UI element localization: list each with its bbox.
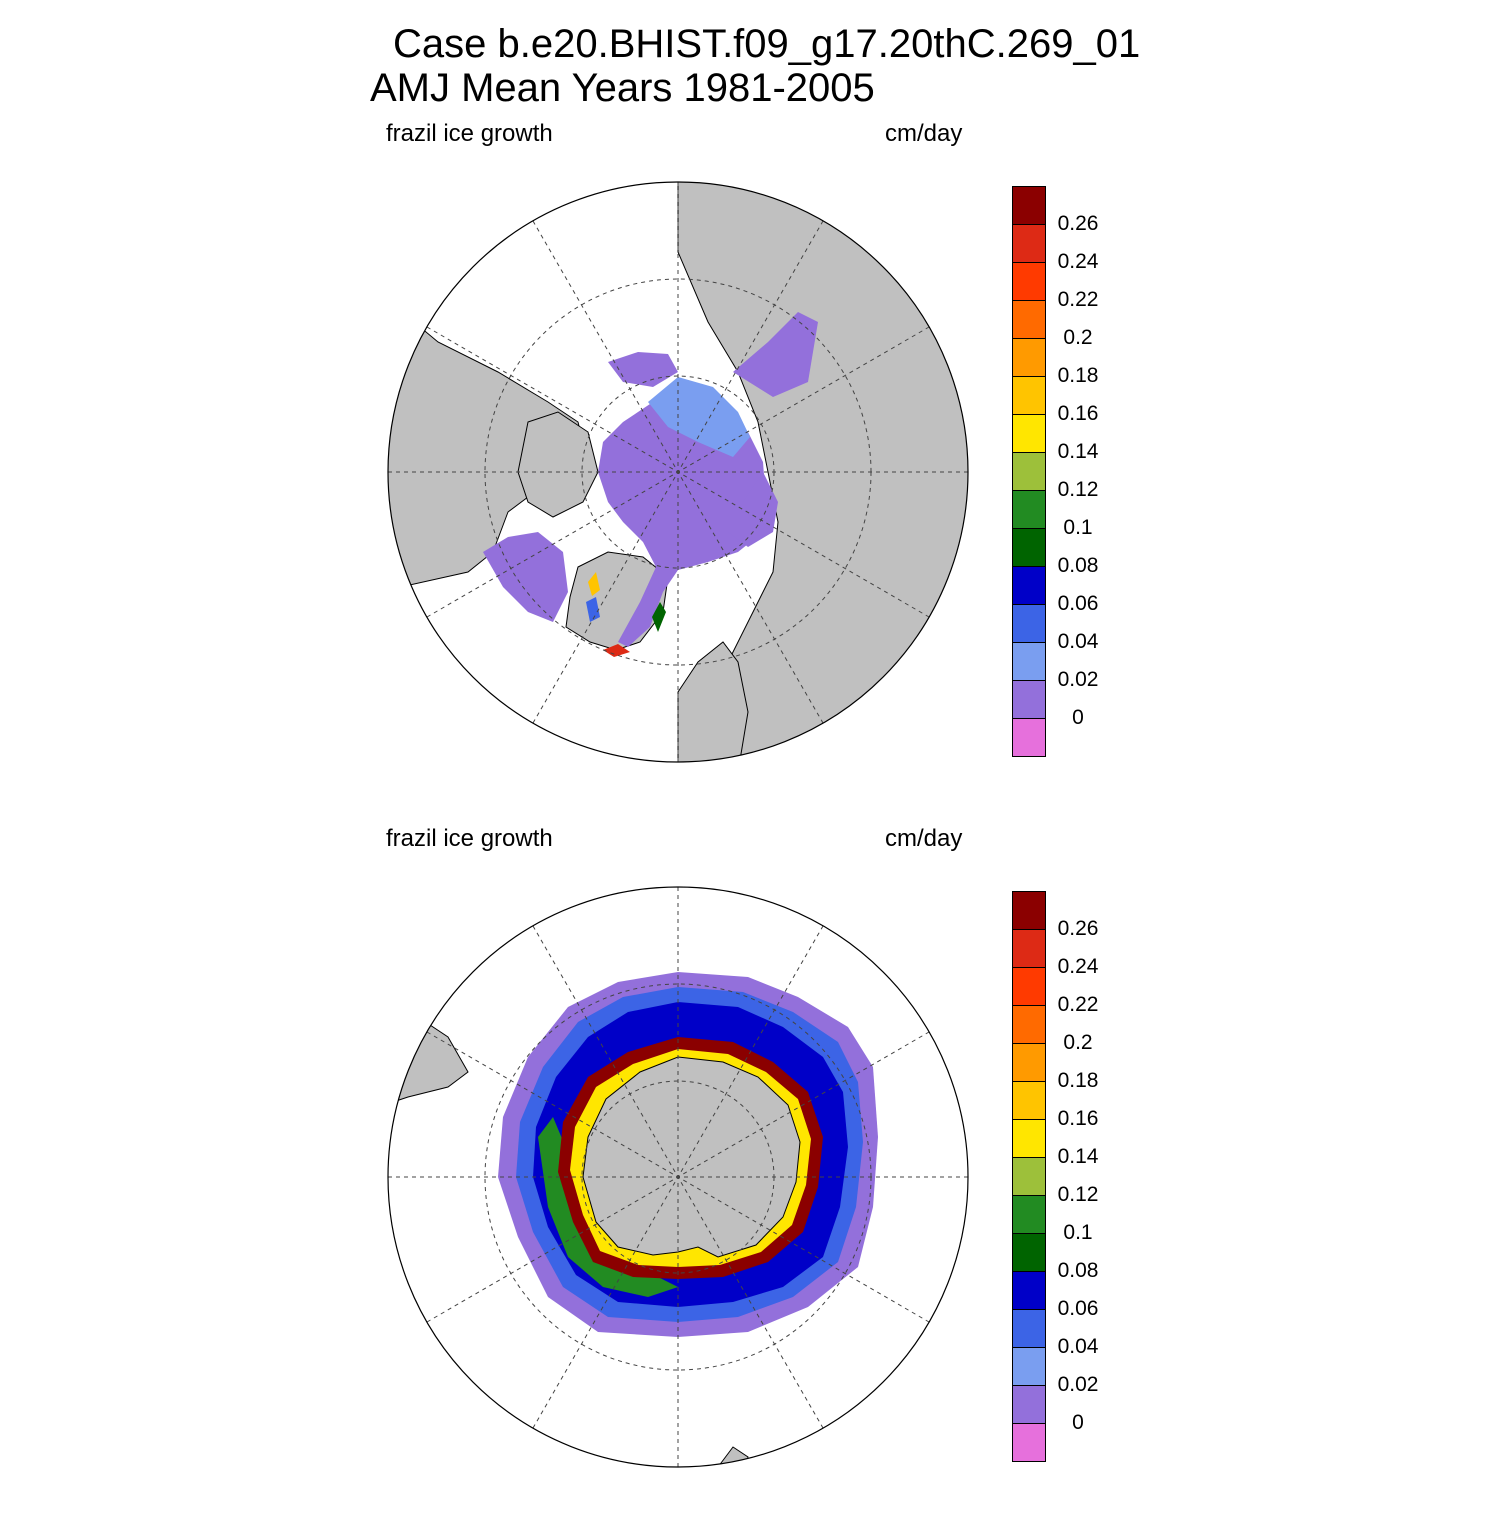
north-graticule (388, 182, 968, 762)
colorbar-swatch (1012, 262, 1046, 300)
colorbar-swatch (1012, 642, 1046, 680)
north-ice-greenland-east (652, 602, 666, 632)
colorbar-swatch (1012, 1195, 1046, 1233)
colorbar-label: 0.2 (1063, 1031, 1093, 1054)
colorbar-swatch (1012, 1423, 1046, 1462)
colorbar-swatch (1012, 376, 1046, 414)
south-units-label: cm/day (885, 825, 963, 852)
colorbar-label: 0.12 (1057, 1183, 1099, 1206)
colorbar-label: 0.1 (1063, 1221, 1093, 1244)
colorbar-label: 0.02 (1057, 1373, 1099, 1396)
north-ice-labrador (586, 597, 600, 622)
north-polar-map (387, 181, 969, 763)
colorbar-swatch (1012, 338, 1046, 376)
figure-title-period: AMJ Mean Years 1981-2005 (370, 66, 875, 110)
colorbar-label: 0 (1072, 706, 1084, 729)
colorbar-label: 0.2 (1063, 326, 1093, 349)
north-ice-bering (608, 352, 678, 387)
colorbar-label: 0.08 (1057, 554, 1099, 577)
colorbar-label: 0.24 (1057, 955, 1099, 978)
south-variable-label: frazil ice growth (386, 825, 553, 852)
colorbar-label: 0.06 (1057, 1297, 1099, 1320)
north-land-canada-arctic (517, 411, 599, 518)
colorbar-swatch (1012, 718, 1046, 757)
colorbar-swatch (1012, 414, 1046, 452)
colorbar-swatch (1012, 1043, 1046, 1081)
colorbar-label: 0.06 (1057, 592, 1099, 615)
colorbar-swatch (1012, 680, 1046, 718)
colorbar-swatch (1012, 1233, 1046, 1271)
colorbar-label: 0.26 (1057, 212, 1099, 235)
colorbar-label: 0.24 (1057, 250, 1099, 273)
colorbar-swatch (1012, 1385, 1046, 1423)
colorbar-label: 0.14 (1057, 1145, 1099, 1168)
south-ice-zone-weddell-0-1 (538, 1117, 678, 1297)
north-variable-label: frazil ice growth (386, 120, 553, 147)
colorbar-label: 0.04 (1057, 1335, 1099, 1358)
colorbar-label: 0.08 (1057, 1259, 1099, 1282)
colorbar-label: 0.02 (1057, 668, 1099, 691)
colorbar-swatch (1012, 528, 1046, 566)
colorbar-swatch (1012, 929, 1046, 967)
colorbar-swatch (1012, 1119, 1046, 1157)
colorbar-swatch (1012, 186, 1046, 224)
colorbar-swatch (1012, 1005, 1046, 1043)
north-colorbar (1012, 186, 1046, 757)
north-map-boundary (387, 181, 969, 763)
colorbar-swatch (1012, 452, 1046, 490)
colorbar-swatch (1012, 224, 1046, 262)
colorbar-swatch (1012, 1157, 1046, 1195)
colorbar-swatch (1012, 1309, 1046, 1347)
colorbar-label: 0.18 (1057, 1069, 1099, 1092)
colorbar-label: 0.12 (1057, 478, 1099, 501)
north-ice-beaufort (648, 377, 750, 457)
colorbar-swatch (1012, 566, 1046, 604)
colorbar-label: 0.22 (1057, 288, 1099, 311)
colorbar-label: 0 (1072, 1411, 1084, 1434)
south-polar-map (387, 886, 969, 1468)
colorbar-swatch (1012, 1081, 1046, 1119)
north-ice-baffin (588, 572, 600, 596)
figure-title-case: Case b.e20.BHIST.f09_g17.20thC.269_01 (393, 22, 1141, 66)
colorbar-swatch (1012, 490, 1046, 528)
south-graticule (388, 887, 968, 1467)
colorbar-swatch (1012, 967, 1046, 1005)
south-colorbar (1012, 891, 1046, 1462)
colorbar-label: 0.22 (1057, 993, 1099, 1016)
colorbar-swatch (1012, 300, 1046, 338)
colorbar-label: 0.14 (1057, 440, 1099, 463)
colorbar-swatch (1012, 604, 1046, 642)
colorbar-label: 0.16 (1057, 402, 1099, 425)
north-ice-barents (728, 472, 778, 547)
colorbar-label: 0.26 (1057, 917, 1099, 940)
north-ice-greenland-south (603, 644, 630, 657)
north-ice-central-arctic (598, 392, 766, 647)
north-ice-hudson (483, 532, 568, 622)
north-panel: frazil ice growth cm/day (0, 110, 1500, 815)
north-land-europe (677, 641, 749, 762)
colorbar-swatch (1012, 1271, 1046, 1309)
colorbar-label: 0.16 (1057, 1107, 1099, 1130)
colorbar-swatch (1012, 1347, 1046, 1385)
colorbar-label: 0.04 (1057, 630, 1099, 653)
north-units-label: cm/day (885, 120, 963, 147)
colorbar-label: 0.1 (1063, 516, 1093, 539)
colorbar-swatch (1012, 891, 1046, 929)
south-map-boundary (387, 886, 969, 1468)
south-panel: frazil ice growth cm/day (0, 815, 1500, 1520)
colorbar-label: 0.18 (1057, 364, 1099, 387)
north-ice-okhotsk (733, 312, 818, 397)
